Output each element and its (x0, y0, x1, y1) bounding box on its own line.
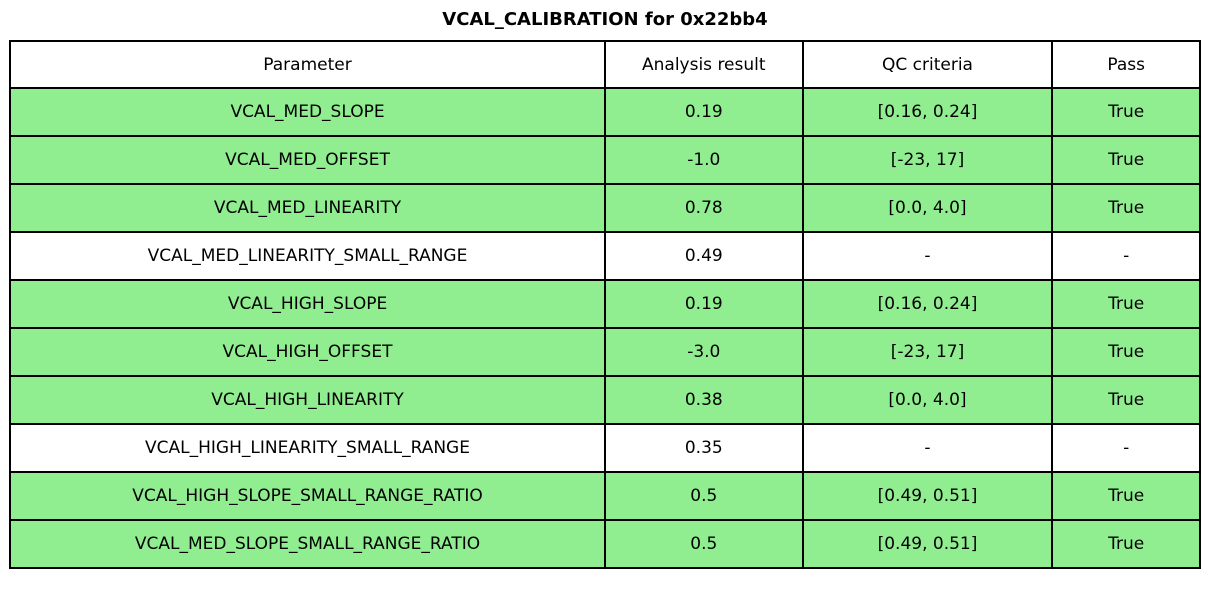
table-row: VCAL_HIGH_LINEARITY 0.38 [0.0, 4.0] True (8, 375, 1201, 425)
cell-analysis-result: 0.49 (604, 231, 804, 281)
cell-parameter: VCAL_MED_SLOPE_SMALL_RANGE_RATIO (8, 519, 607, 569)
cell-analysis-result: 0.19 (604, 87, 804, 137)
cell-qc-criteria: [0.0, 4.0] (801, 375, 1054, 425)
cell-qc-criteria: [0.0, 4.0] (801, 183, 1054, 233)
cell-parameter: VCAL_HIGH_LINEARITY_SMALL_RANGE (8, 423, 607, 473)
calibration-table: Parameter Analysis result QC criteria Pa… (8, 40, 1201, 569)
cell-pass: True (1051, 327, 1201, 377)
table-row: VCAL_HIGH_SLOPE_SMALL_RANGE_RATIO 0.5 [0… (8, 471, 1201, 521)
cell-analysis-result: -1.0 (604, 135, 804, 185)
table-row: VCAL_HIGH_LINEARITY_SMALL_RANGE 0.35 - - (8, 423, 1201, 473)
cell-pass: True (1051, 279, 1201, 329)
table-row: VCAL_MED_LINEARITY_SMALL_RANGE 0.49 - - (8, 231, 1201, 281)
cell-qc-criteria: - (801, 231, 1054, 281)
cell-qc-criteria: [0.16, 0.24] (801, 279, 1054, 329)
cell-analysis-result: 0.35 (604, 423, 804, 473)
cell-pass: True (1051, 519, 1201, 569)
cell-qc-criteria: - (801, 423, 1054, 473)
cell-parameter: VCAL_MED_OFFSET (8, 135, 607, 185)
table-row: VCAL_MED_OFFSET -1.0 [-23, 17] True (8, 135, 1201, 185)
cell-parameter: VCAL_HIGH_SLOPE_SMALL_RANGE_RATIO (8, 471, 607, 521)
table-row: VCAL_HIGH_SLOPE 0.19 [0.16, 0.24] True (8, 279, 1201, 329)
cell-pass: - (1051, 231, 1201, 281)
cell-parameter: VCAL_HIGH_SLOPE (8, 279, 607, 329)
cell-parameter: VCAL_HIGH_OFFSET (8, 327, 607, 377)
cell-qc-criteria: [0.49, 0.51] (801, 471, 1054, 521)
table-header-row: Parameter Analysis result QC criteria Pa… (8, 40, 1201, 89)
cell-qc-criteria: [0.49, 0.51] (801, 519, 1054, 569)
page-title: VCAL_CALIBRATION for 0x22bb4 (442, 9, 768, 30)
cell-analysis-result: 0.38 (604, 375, 804, 425)
cell-analysis-result: 0.5 (604, 519, 804, 569)
column-header-pass: Pass (1051, 40, 1201, 89)
cell-qc-criteria: [0.16, 0.24] (801, 87, 1054, 137)
cell-pass: True (1051, 135, 1201, 185)
column-header-qc-criteria: QC criteria (801, 40, 1054, 89)
cell-analysis-result: 0.78 (604, 183, 804, 233)
cell-analysis-result: -3.0 (604, 327, 804, 377)
cell-parameter: VCAL_HIGH_LINEARITY (8, 375, 607, 425)
table-row: VCAL_HIGH_OFFSET -3.0 [-23, 17] True (8, 327, 1201, 377)
cell-pass: True (1051, 375, 1201, 425)
column-header-analysis-result: Analysis result (604, 40, 804, 89)
cell-pass: True (1051, 183, 1201, 233)
cell-qc-criteria: [-23, 17] (801, 327, 1054, 377)
table-row: VCAL_MED_LINEARITY 0.78 [0.0, 4.0] True (8, 183, 1201, 233)
cell-qc-criteria: [-23, 17] (801, 135, 1054, 185)
column-header-parameter: Parameter (8, 40, 607, 89)
table-row: VCAL_MED_SLOPE 0.19 [0.16, 0.24] True (8, 87, 1201, 137)
table-row: VCAL_MED_SLOPE_SMALL_RANGE_RATIO 0.5 [0.… (8, 519, 1201, 569)
cell-analysis-result: 0.19 (604, 279, 804, 329)
cell-pass: True (1051, 471, 1201, 521)
cell-parameter: VCAL_MED_SLOPE (8, 87, 607, 137)
cell-pass: True (1051, 87, 1201, 137)
cell-parameter: VCAL_MED_LINEARITY (8, 183, 607, 233)
cell-parameter: VCAL_MED_LINEARITY_SMALL_RANGE (8, 231, 607, 281)
cell-pass: - (1051, 423, 1201, 473)
cell-analysis-result: 0.5 (604, 471, 804, 521)
